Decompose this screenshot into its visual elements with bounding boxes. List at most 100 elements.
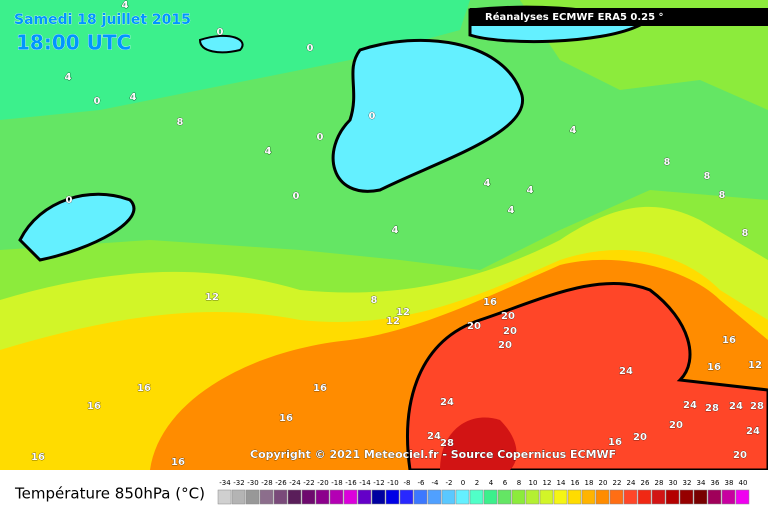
legend-swatch [581,489,596,505]
legend-swatch [483,489,498,505]
contour-label: 8 [742,228,749,239]
source-box [470,8,768,26]
contour-label: 8 [371,295,378,306]
legend-swatch [455,489,470,505]
contour-label: 20 [498,340,512,351]
contour-label: 20 [633,432,647,443]
contour-label: 24 [440,397,454,408]
contour-label: 4 [130,92,137,103]
legend-tick-label: -22 [303,479,314,487]
legend-swatch [441,489,456,505]
contour-label: 16 [722,335,736,346]
contour-label: 8 [704,171,711,182]
contour-label: 20 [467,321,481,332]
legend-swatch [693,489,708,505]
legend-swatch [721,489,736,505]
legend-tick-label: 28 [655,479,664,487]
legend-tick-label: -6 [418,479,426,487]
contour-label: 4 [122,0,129,11]
legend-tick-label: -34 [219,479,231,487]
time: 18:00 UTC [16,31,131,55]
legend-tick-label: 22 [613,479,622,487]
legend-swatch [231,489,246,505]
legend-swatch [469,489,484,505]
cold-pool [331,38,524,193]
contour-label: 0 [317,132,324,143]
legend-tick-label: 18 [585,479,594,487]
legend-tick-label: 38 [725,479,734,487]
legend-tick-label: 10 [529,479,538,487]
extreme-zone [440,417,517,470]
legend-swatch [217,489,232,505]
contour-label: 16 [137,383,151,394]
contour-label: 16 [608,437,622,448]
legend-tick-label: -16 [345,479,357,487]
contour-label: 0 [217,27,224,38]
legend-swatch [385,489,400,505]
contour-label: 16 [87,401,101,412]
legend-tick-label: 2 [475,479,479,487]
contour-label: 24 [729,401,743,412]
cooler-zone [0,0,470,120]
legend-tick-label: 0 [461,479,465,487]
legend-swatch [511,489,526,505]
legend-swatch [287,489,302,505]
contour-label: 12 [396,307,410,318]
contour-label: 20 [503,326,517,337]
contour-label: 8 [664,157,671,168]
contour-label: 4 [65,72,72,83]
legend-swatch [707,489,722,505]
legend-title: Température 850hPa (°C) [14,485,205,503]
legend-swatch [595,489,610,505]
contour-label: 24 [619,366,633,377]
legend-swatch [567,489,582,505]
cold-pool [198,34,244,54]
contour-label: 24 [683,400,697,411]
contour-label: 16 [313,383,327,394]
legend-tick-label: 16 [571,479,580,487]
legend-tick-label: -18 [331,479,342,487]
contour-label: 24 [427,431,441,442]
date: Samedi 18 juillet 2015 [14,12,191,28]
legend-swatch [371,489,386,505]
contour-label: 0 [293,191,300,202]
legend-swatch [665,489,680,505]
contour-label: 0 [369,111,376,122]
legend-tick-label: -4 [432,479,440,487]
contour-label: 0 [94,96,101,107]
contour-label: 4 [527,185,534,196]
legend-tick-label: -14 [359,479,371,487]
legend-tick-label: -20 [317,479,328,487]
legend-tick-label: -32 [233,479,244,487]
contour-label: 16 [279,413,293,424]
legend-tick-label: 40 [739,479,748,487]
legend-swatch [637,489,652,505]
contour-label: 12 [205,292,219,303]
legend-swatch [259,489,274,505]
copyright: Copyright © 2021 Meteociel.fr - Source C… [250,448,616,461]
legend-swatch [245,489,260,505]
legend-swatch [525,489,540,505]
legend-tick-label: -30 [247,479,258,487]
contour-label: 4 [265,146,272,157]
contour-label: 0 [307,43,314,54]
contour-label: 20 [733,450,747,461]
source: Réanalyses ECMWF ERA5 0.25 ° [485,11,664,23]
contour-label: 20 [501,311,515,322]
legend-tick-label: 24 [627,479,636,487]
legend-swatch [399,489,414,505]
contour-label: 28 [750,401,764,412]
legend-tick-label: 8 [517,479,521,487]
legend-swatch [343,489,358,505]
legend-tick-label: 12 [543,479,552,487]
cold-pool [18,192,136,262]
legend-swatch [273,489,288,505]
contour-label: 12 [748,360,762,371]
contour-label: 28 [440,438,454,449]
legend-tick-label: -2 [446,479,453,487]
legend-tick-label: 32 [683,479,692,487]
contour-label: 20 [669,420,683,431]
contour-label: 16 [707,362,721,373]
contour-label: 16 [483,297,497,308]
legend-tick-label: 20 [599,479,608,487]
